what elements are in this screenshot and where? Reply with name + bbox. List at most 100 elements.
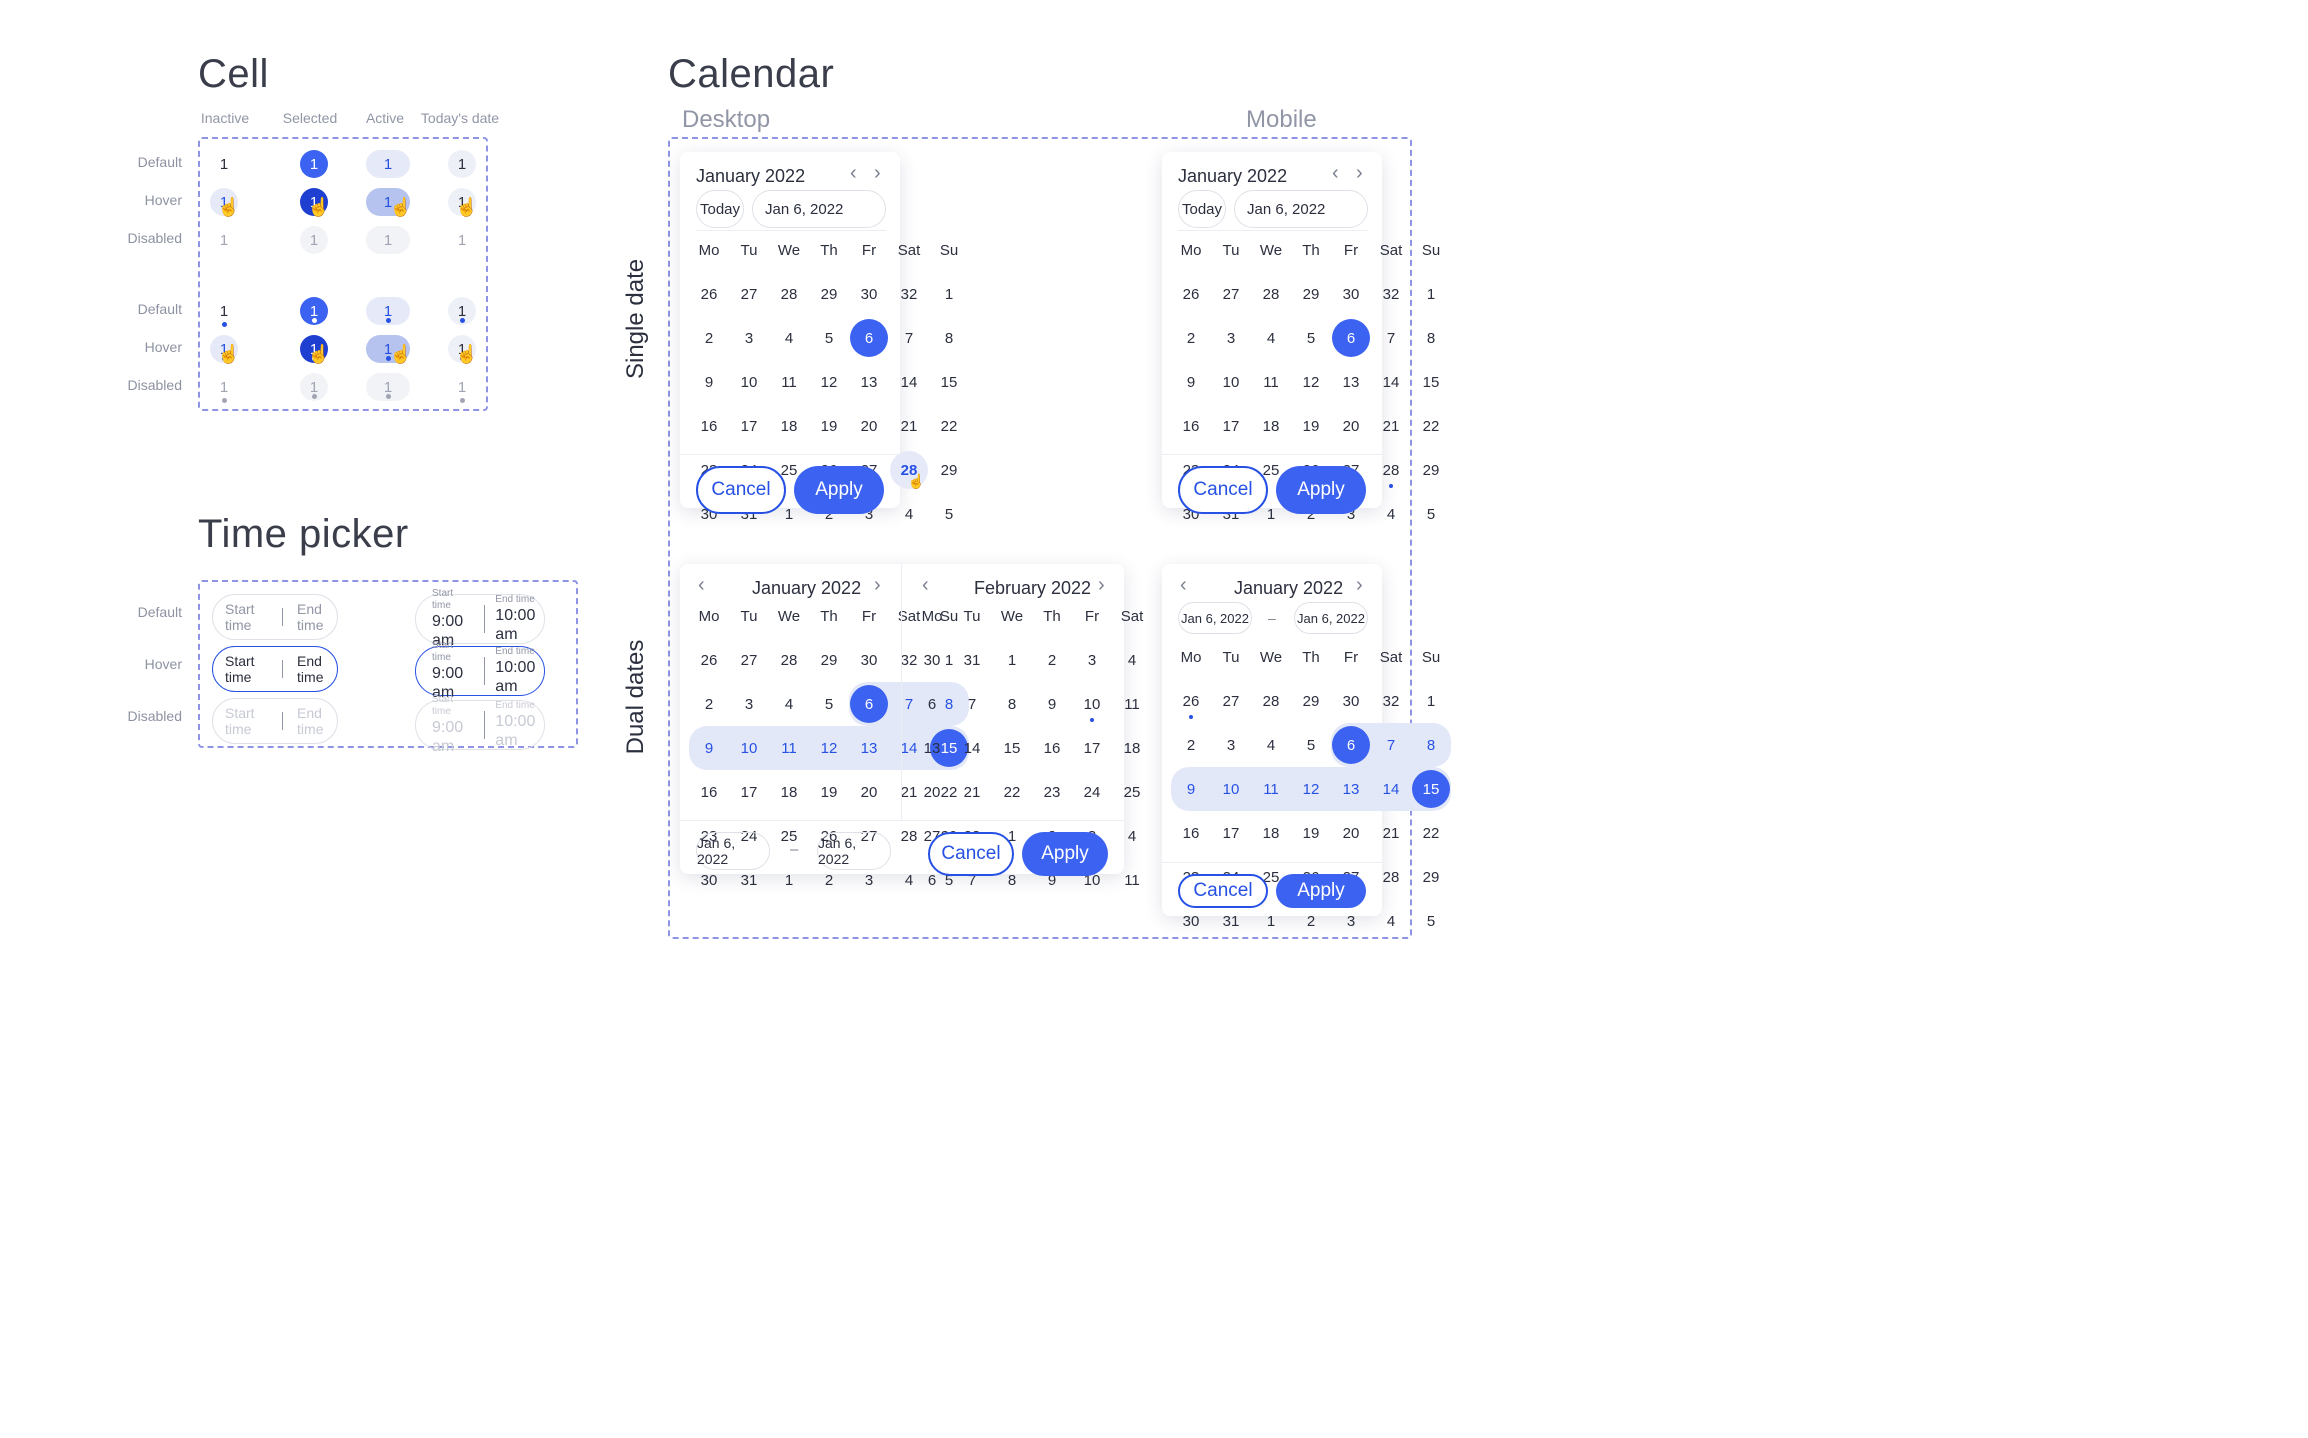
day-cell[interactable]: 18 [1251, 404, 1291, 448]
day-cell[interactable]: 11 [1112, 858, 1152, 902]
day-cell[interactable]: 14 [1371, 360, 1411, 404]
day-cell[interactable]: 10 [1211, 767, 1251, 811]
day-cell[interactable]: 6 [849, 316, 889, 360]
day-cell[interactable]: 6 [912, 858, 952, 902]
day-cell[interactable]: 30 [849, 272, 889, 316]
day-cell[interactable]: 11 [769, 726, 809, 770]
day-cell[interactable]: 14 [889, 726, 929, 770]
cell-selected-hover[interactable]: 1 ☝ [300, 188, 330, 217]
prev-month-icon[interactable]: ‹ [1332, 162, 1339, 184]
start-date-input[interactable]: Jan 6, 2022 [1178, 602, 1252, 634]
prev-month-icon[interactable]: ‹ [922, 574, 929, 596]
day-cell[interactable]: 32 [1371, 679, 1411, 723]
time-range-filled-default[interactable]: Start time 9:00 am End time 10:00 am [415, 588, 545, 649]
day-cell[interactable]: 1 [769, 858, 809, 902]
cell-today-hover-dot[interactable]: 1 ☝ [448, 335, 478, 364]
apply-button[interactable]: Apply [1276, 874, 1366, 908]
cancel-button[interactable]: Cancel [1178, 466, 1268, 514]
day-cell[interactable]: 15 [1411, 767, 1451, 811]
day-cell[interactable]: 28 [769, 638, 809, 682]
day-cell[interactable]: 29 [929, 448, 969, 492]
day-cell[interactable]: 21 [889, 404, 929, 448]
day-cell[interactable]: 31 [952, 638, 992, 682]
day-cell[interactable]: 9 [1171, 360, 1211, 404]
day-cell[interactable]: 1 [992, 814, 1032, 858]
cancel-button[interactable]: Cancel [928, 832, 1014, 876]
cell-today-default-dot[interactable]: 1 [448, 297, 476, 325]
day-cell[interactable]: 4 [1112, 638, 1152, 682]
prev-month-icon[interactable]: ‹ [850, 162, 857, 184]
day-cell[interactable]: 4 [1112, 814, 1152, 858]
day-cell[interactable]: 25 [1251, 448, 1291, 492]
day-cell[interactable]: 7 [889, 316, 929, 360]
day-cell[interactable]: 2 [1291, 492, 1331, 536]
day-cell[interactable]: 1 [1411, 272, 1451, 316]
day-cell[interactable]: 28 [1251, 679, 1291, 723]
day-cell[interactable]: 25 [769, 448, 809, 492]
day-cell[interactable]: 1 [929, 272, 969, 316]
day-cell[interactable]: 2 [1291, 899, 1331, 943]
day-cell[interactable]: 30 [689, 858, 729, 902]
day-cell[interactable]: 30 [912, 638, 952, 682]
day-cell[interactable]: 10 [729, 726, 769, 770]
day-cell[interactable]: 21 [952, 770, 992, 814]
cell-active-hover-dot[interactable]: 1 ☝ [366, 335, 412, 364]
day-cell[interactable]: 9 [1032, 682, 1072, 726]
day-cell[interactable]: 12 [1291, 360, 1331, 404]
day-cell[interactable]: 28 [1251, 272, 1291, 316]
day-cell[interactable]: 8 [1411, 316, 1451, 360]
day-cell[interactable]: 15 [992, 726, 1032, 770]
day-cell[interactable]: 10 [1072, 682, 1112, 726]
day-cell[interactable]: 17 [1211, 811, 1251, 855]
cancel-button[interactable]: Cancel [1178, 874, 1268, 908]
day-cell[interactable]: 8 [992, 682, 1032, 726]
time-range-input-default[interactable]: Start time End time [212, 594, 338, 640]
next-month-icon[interactable]: › [1356, 574, 1363, 596]
apply-button[interactable]: Apply [794, 466, 884, 514]
day-cell[interactable]: 32 [1371, 272, 1411, 316]
day-cell[interactable]: 6 [912, 682, 952, 726]
day-cell[interactable]: 4 [889, 492, 929, 536]
cell-active-hover[interactable]: 1 ☝ [366, 188, 412, 217]
day-cell[interactable]: 7 [952, 858, 992, 902]
cell-today-default[interactable]: 1 [448, 150, 476, 178]
day-cell[interactable]: 16 [689, 404, 729, 448]
start-date-input[interactable]: Jan 6, 2022 [696, 832, 770, 870]
day-cell[interactable]: 21 [1371, 811, 1411, 855]
day-cell[interactable]: 1 [929, 638, 969, 682]
day-cell[interactable]: 1 [769, 492, 809, 536]
day-cell[interactable]: 2 [809, 858, 849, 902]
day-cell[interactable]: 6 [849, 682, 889, 726]
day-cell[interactable]: 16 [1171, 404, 1211, 448]
day-cell[interactable]: 29 [1291, 272, 1331, 316]
day-cell[interactable]: 27 [729, 638, 769, 682]
day-cell[interactable]: 14 [1371, 767, 1411, 811]
day-cell[interactable]: 13 [1331, 360, 1371, 404]
day-cell[interactable]: 7 [1371, 723, 1411, 767]
day-cell[interactable]: 19 [1291, 811, 1331, 855]
day-cell[interactable]: 14 [952, 726, 992, 770]
day-cell[interactable]: 2 [1171, 723, 1211, 767]
day-cell[interactable]: 25 [769, 814, 809, 858]
day-cell[interactable]: 12 [809, 726, 849, 770]
day-cell[interactable]: 22 [1411, 404, 1451, 448]
day-cell[interactable]: 11 [1112, 682, 1152, 726]
day-cell[interactable]: 2 [1171, 316, 1211, 360]
day-cell[interactable]: 3 [729, 682, 769, 726]
day-cell[interactable]: 31 [1211, 899, 1251, 943]
day-cell[interactable]: 27 [1211, 272, 1251, 316]
day-cell[interactable]: 28 [1371, 855, 1411, 899]
end-date-input[interactable]: Jan 6, 2022 [817, 832, 891, 870]
day-cell[interactable]: 17 [729, 770, 769, 814]
day-cell[interactable]: 13 [1331, 767, 1371, 811]
cell-selected-default-dot[interactable]: 1 [300, 297, 328, 325]
time-range-filled-hover[interactable]: Start time 9:00 am End time 10:00 am [415, 640, 545, 701]
day-cell[interactable]: 12 [809, 360, 849, 404]
day-cell[interactable]: 5 [1291, 723, 1331, 767]
day-cell[interactable]: 22 [1411, 811, 1451, 855]
day-cell[interactable]: 4 [889, 858, 929, 902]
day-cell[interactable]: 32 [889, 272, 929, 316]
date-input[interactable]: Jan 6, 2022 [752, 190, 886, 228]
day-cell[interactable]: 4 [1371, 899, 1411, 943]
day-cell[interactable]: 1 [1411, 679, 1451, 723]
